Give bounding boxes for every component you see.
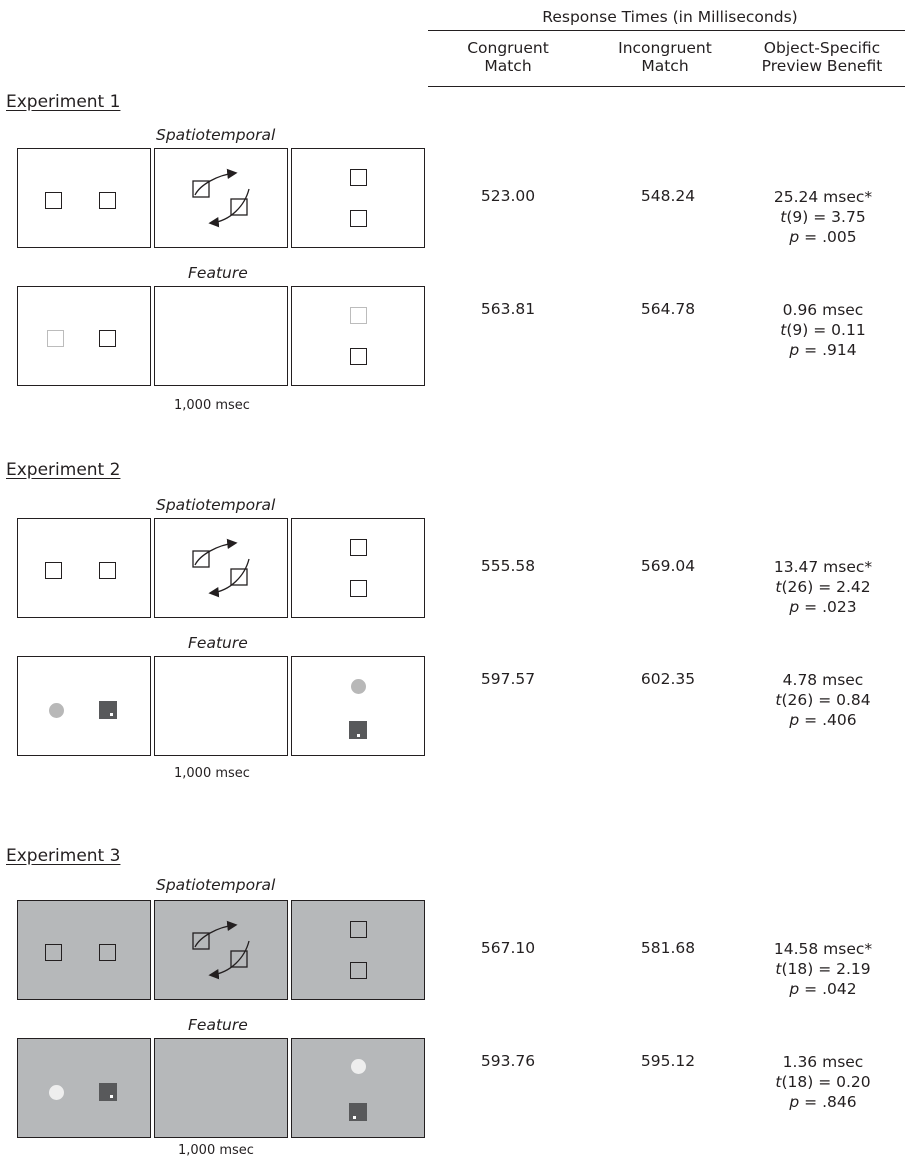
square-stimulus — [350, 962, 367, 979]
incongruent-rt: 548.24 — [640, 187, 696, 205]
square-stimulus — [350, 210, 367, 227]
dark-square-stimulus — [349, 721, 367, 739]
square-stimulus — [45, 562, 62, 579]
incongruent-rt: 595.12 — [640, 1052, 696, 1070]
experiment-3-title: Experiment 3 — [6, 846, 121, 866]
incongruent-rt: 564.78 — [640, 300, 696, 318]
condition-label: Feature — [188, 1016, 248, 1034]
preview-frame — [17, 518, 151, 618]
square-stimulus — [99, 330, 116, 347]
blank-frame — [154, 1038, 288, 1138]
dot-marker — [110, 1095, 113, 1098]
header-rule — [428, 86, 905, 87]
dark-square-stimulus — [349, 1103, 367, 1121]
dark-square-stimulus — [99, 1083, 117, 1101]
test-frame — [291, 656, 425, 756]
dot-marker — [110, 713, 113, 716]
motion-arrows-icon — [192, 168, 250, 228]
dot-marker — [353, 1116, 356, 1119]
blank-frame — [154, 656, 288, 756]
disc-stimulus — [351, 679, 366, 694]
incongruent-rt: 602.35 — [640, 670, 696, 688]
disc-stimulus — [49, 1085, 64, 1100]
square-stimulus — [99, 562, 116, 579]
incongruent-rt: 569.04 — [640, 557, 696, 575]
disc-stimulus — [49, 703, 64, 718]
congruent-rt: 523.00 — [480, 187, 536, 205]
test-frame — [291, 286, 425, 386]
column-header-congruent: Congruent Match — [467, 39, 549, 75]
square-stimulus-light — [350, 307, 367, 324]
preview-benefit: 4.78 msec t(26) = 0.84 p = .406 — [775, 671, 871, 729]
preview-frame — [17, 286, 151, 386]
preview-benefit: 1.36 msec t(18) = 0.20 p = .846 — [775, 1053, 871, 1111]
header-divider — [428, 30, 905, 31]
motion-arrows-icon — [192, 538, 250, 598]
preview-frame — [17, 656, 151, 756]
preview-frame — [17, 900, 151, 1000]
preview-benefit: 25.24 msec* t(9) = 3.75 p = .005 — [773, 188, 873, 246]
column-header-benefit: Object-Specific Preview Benefit — [761, 39, 883, 75]
motion-frame — [154, 148, 288, 248]
square-stimulus — [99, 944, 116, 961]
column-header-incongruent: Incongruent Match — [618, 39, 712, 75]
square-stimulus-light — [47, 330, 64, 347]
preview-benefit: 14.58 msec* t(18) = 2.19 p = .042 — [773, 940, 873, 998]
congruent-rt: 563.81 — [480, 300, 536, 318]
dark-square-stimulus — [99, 701, 117, 719]
preview-benefit: 0.96 msec t(9) = 0.11 p = .914 — [780, 301, 866, 359]
test-frame — [291, 518, 425, 618]
square-stimulus — [350, 348, 367, 365]
square-stimulus — [45, 192, 62, 209]
preview-benefit: 13.47 msec* t(26) = 2.42 p = .023 — [773, 558, 873, 616]
condition-label: Feature — [188, 264, 248, 282]
preview-frame — [17, 1038, 151, 1138]
congruent-rt: 555.58 — [480, 557, 536, 575]
congruent-rt: 567.10 — [480, 939, 536, 957]
preview-frame — [17, 148, 151, 248]
congruent-rt: 593.76 — [480, 1052, 536, 1070]
condition-label: Feature — [188, 634, 248, 652]
blank-frame — [154, 286, 288, 386]
square-stimulus — [350, 580, 367, 597]
experiment-1-title: Experiment 1 — [6, 92, 121, 112]
square-stimulus — [350, 169, 367, 186]
disc-stimulus — [351, 1059, 366, 1074]
square-stimulus — [350, 539, 367, 556]
condition-label: Spatiotemporal — [156, 876, 276, 894]
motion-arrows-icon — [192, 920, 250, 980]
experiment-2-title: Experiment 2 — [6, 460, 121, 480]
congruent-rt: 597.57 — [480, 670, 536, 688]
test-frame — [291, 900, 425, 1000]
duration-label: 1,000 msec — [178, 1143, 254, 1158]
test-frame — [291, 148, 425, 248]
response-times-title: Response Times (in Milliseconds) — [542, 8, 798, 26]
test-frame — [291, 1038, 425, 1138]
dot-marker — [357, 734, 360, 737]
condition-label: Spatiotemporal — [156, 496, 276, 514]
incongruent-rt: 581.68 — [640, 939, 696, 957]
motion-frame — [154, 900, 288, 1000]
duration-label: 1,000 msec — [174, 766, 250, 781]
motion-frame — [154, 518, 288, 618]
duration-label: 1,000 msec — [174, 398, 250, 413]
square-stimulus — [45, 944, 62, 961]
square-stimulus — [99, 192, 116, 209]
square-stimulus — [350, 921, 367, 938]
condition-label: Spatiotemporal — [156, 126, 276, 144]
